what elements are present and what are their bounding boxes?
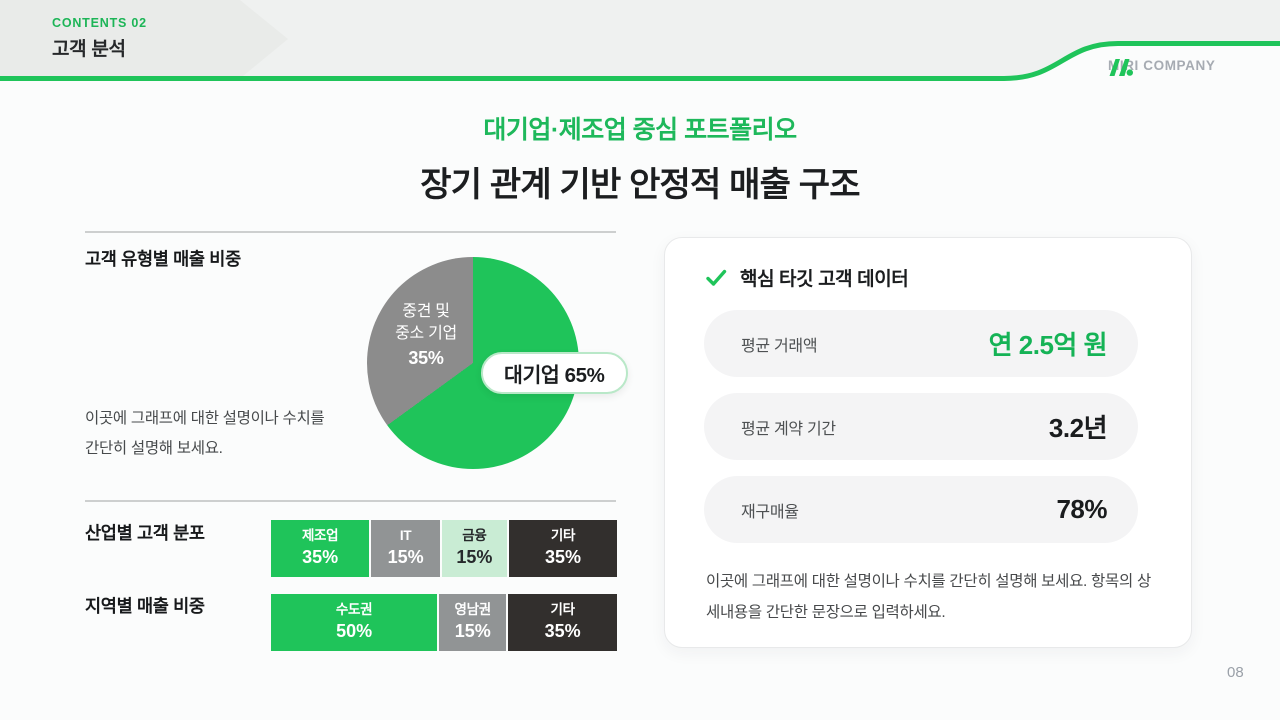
header-band: CONTENTS 02 고객 분석 MIRI COMPANY xyxy=(0,0,1280,92)
bar-segment: 기타 35% xyxy=(508,594,617,651)
card-title: 핵심 타깃 고객 데이터 xyxy=(740,269,909,290)
brand: MIRI COMPANY xyxy=(1108,58,1216,76)
miri-logo-icon xyxy=(1109,59,1133,76)
pie-slice-pct: 35% xyxy=(408,348,444,368)
divider xyxy=(85,500,616,502)
pie-slice-label-line: 중견 및 xyxy=(402,303,450,320)
stat-label: 재구매율 xyxy=(741,503,799,521)
segment-label: 금융 xyxy=(462,528,487,544)
segment-value: 35% xyxy=(302,547,339,568)
title-block: 대기업·제조업 중심 포트폴리오 장기 관계 기반 안정적 매출 구조 xyxy=(0,110,1280,206)
divider xyxy=(85,231,616,233)
bar-segment: IT 15% xyxy=(371,520,440,577)
segment-label: 기타 xyxy=(550,602,576,618)
bar-segment: 수도권 50% xyxy=(271,594,438,651)
segment-label: 영남권 xyxy=(454,602,492,618)
pie-note: 이곳에 그래프에 대한 설명이나 수치를 간단히 설명해 보세요. xyxy=(85,410,325,457)
segment-value: 50% xyxy=(336,621,373,642)
pie-section-title: 고객 유형별 매출 비중 xyxy=(85,249,241,269)
bar-segment: 영남권 15% xyxy=(439,594,507,651)
brand-name: MIRI COMPANY xyxy=(1108,58,1216,73)
stat-value: 3.2년 xyxy=(1048,413,1108,443)
stat-label: 평균 계약 기간 xyxy=(741,420,836,438)
segment-value: 15% xyxy=(456,547,493,568)
stat-row: 평균 계약 기간 3.2년 xyxy=(704,393,1138,460)
segment-value: 15% xyxy=(454,621,491,642)
card-note: 이곳에 그래프에 대한 설명이나 수치를 간단히 설명해 보세요. 항목의 상세… xyxy=(706,573,1151,621)
bar-segment: 기타 35% xyxy=(508,520,618,577)
stat-row: 재구매율 78% xyxy=(704,476,1138,543)
slide-section-title: 고객 분석 xyxy=(52,39,126,60)
industry-stacked-bar: 제조업 35% IT 15% 금융 15% 기타 35% xyxy=(271,520,618,577)
region-section-title: 지역별 매출 비중 xyxy=(85,596,205,616)
region-stacked-bar: 수도권 50% 영남권 15% 기타 35% xyxy=(271,594,617,651)
segment-label: IT xyxy=(399,528,412,544)
key-target-card: 핵심 타깃 고객 데이터 평균 거래액 연 2.5억 원 평균 계약 기간 3.… xyxy=(664,237,1192,648)
segment-label: 기타 xyxy=(550,528,576,544)
segment-label: 수도권 xyxy=(335,602,373,618)
card-header: 핵심 타깃 고객 데이터 xyxy=(706,264,909,291)
stat-row: 평균 거래액 연 2.5억 원 xyxy=(704,310,1138,377)
bar-segment: 제조업 35% xyxy=(271,520,370,577)
contents-label: CONTENTS 02 xyxy=(52,16,147,30)
segment-value: 35% xyxy=(544,621,581,642)
page-number: 08 xyxy=(1227,664,1244,681)
industry-section-title: 산업별 고객 분포 xyxy=(85,523,205,543)
header-band-shape xyxy=(0,0,1280,81)
slide-title: 장기 관계 기반 안정적 매출 구조 xyxy=(420,166,860,204)
segment-value: 35% xyxy=(544,547,581,568)
stat-value: 연 2.5억 원 xyxy=(988,330,1108,360)
pie-slice-label: 중견 및 중소 기업 35% xyxy=(370,301,482,369)
segment-value: 15% xyxy=(387,547,424,568)
pie-callout-pill: 대기업 65% xyxy=(481,352,628,394)
check-icon xyxy=(706,269,727,286)
slide-subtitle: 대기업·제조업 중심 포트폴리오 xyxy=(483,116,797,144)
stat-label: 평균 거래액 xyxy=(741,337,818,355)
pie-slice-label-line: 중소 기업 xyxy=(395,325,457,342)
segment-label: 제조업 xyxy=(301,528,339,544)
stat-value: 78% xyxy=(1056,494,1107,524)
bar-segment: 금융 15% xyxy=(441,520,507,577)
